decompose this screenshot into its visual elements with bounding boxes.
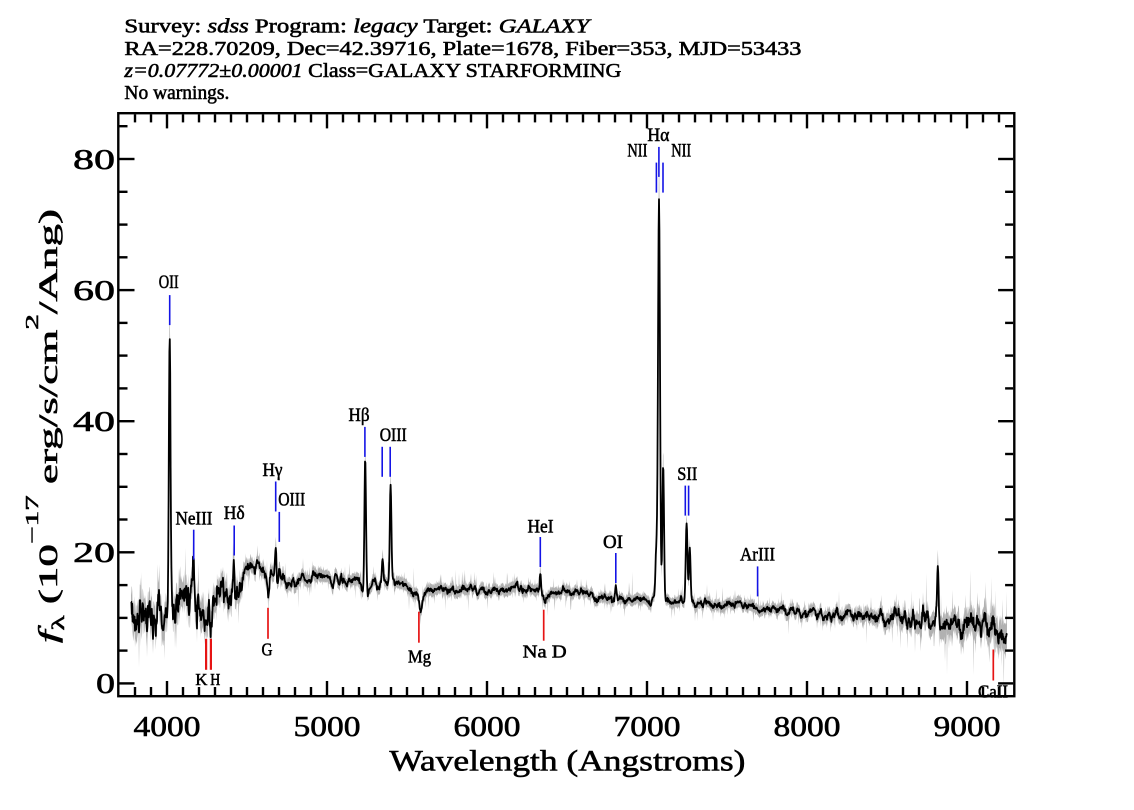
- svg-text:20: 20: [73, 538, 115, 569]
- svg-text:40: 40: [73, 407, 115, 438]
- svg-text:Hβ: Hβ: [349, 405, 370, 426]
- svg-text:K: K: [195, 670, 208, 689]
- svg-text:Hδ: Hδ: [224, 503, 245, 524]
- svg-text:9000: 9000: [934, 712, 1001, 743]
- svg-text:No warnings.: No warnings.: [124, 83, 229, 104]
- svg-text:OII: OII: [159, 272, 179, 293]
- svg-text:z=0.07772±0.00001 Class=GALAXY: z=0.07772±0.00001 Class=GALAXY STARFORMI…: [123, 61, 621, 82]
- svg-text:0: 0: [96, 669, 115, 700]
- svg-text:Na D: Na D: [523, 642, 567, 662]
- svg-text:SII: SII: [677, 464, 697, 485]
- svg-text:Wavelength (Angstroms): Wavelength (Angstroms): [389, 745, 745, 778]
- svg-text:80: 80: [73, 145, 115, 176]
- svg-text:ArIII: ArIII: [740, 544, 775, 565]
- svg-text:60: 60: [73, 276, 115, 307]
- svg-text:OIII: OIII: [380, 425, 407, 446]
- svg-text:Mg: Mg: [408, 647, 431, 667]
- svg-text:NII: NII: [627, 140, 647, 161]
- svg-text:OI: OI: [603, 532, 623, 553]
- svg-text:Hα: Hα: [647, 125, 669, 146]
- svg-text:NII: NII: [671, 140, 691, 161]
- svg-text:Survey: sdss Program: legacy T: Survey: sdss Program: legacy Target: GAL…: [124, 17, 592, 38]
- svg-text:CaII: CaII: [978, 682, 1008, 702]
- svg-text:5000: 5000: [294, 712, 361, 743]
- svg-text:OIII: OIII: [278, 490, 305, 511]
- svg-text:4000: 4000: [134, 712, 201, 743]
- svg-text:fλ (10−17 erg/s/cm2/Ang): fλ (10−17 erg/s/cm2/Ang): [22, 209, 68, 643]
- svg-text:6000: 6000: [454, 712, 521, 743]
- svg-text:NeIII: NeIII: [176, 509, 213, 530]
- svg-text:H: H: [210, 670, 220, 689]
- svg-text:Hγ: Hγ: [263, 460, 283, 481]
- svg-text:7000: 7000: [614, 712, 681, 743]
- svg-text:HeI: HeI: [528, 517, 554, 538]
- svg-text:8000: 8000: [774, 712, 841, 743]
- svg-text:RA=228.70209, Dec=42.39716, Pl: RA=228.70209, Dec=42.39716, Plate=1678, …: [124, 39, 801, 60]
- svg-text:G: G: [262, 640, 273, 660]
